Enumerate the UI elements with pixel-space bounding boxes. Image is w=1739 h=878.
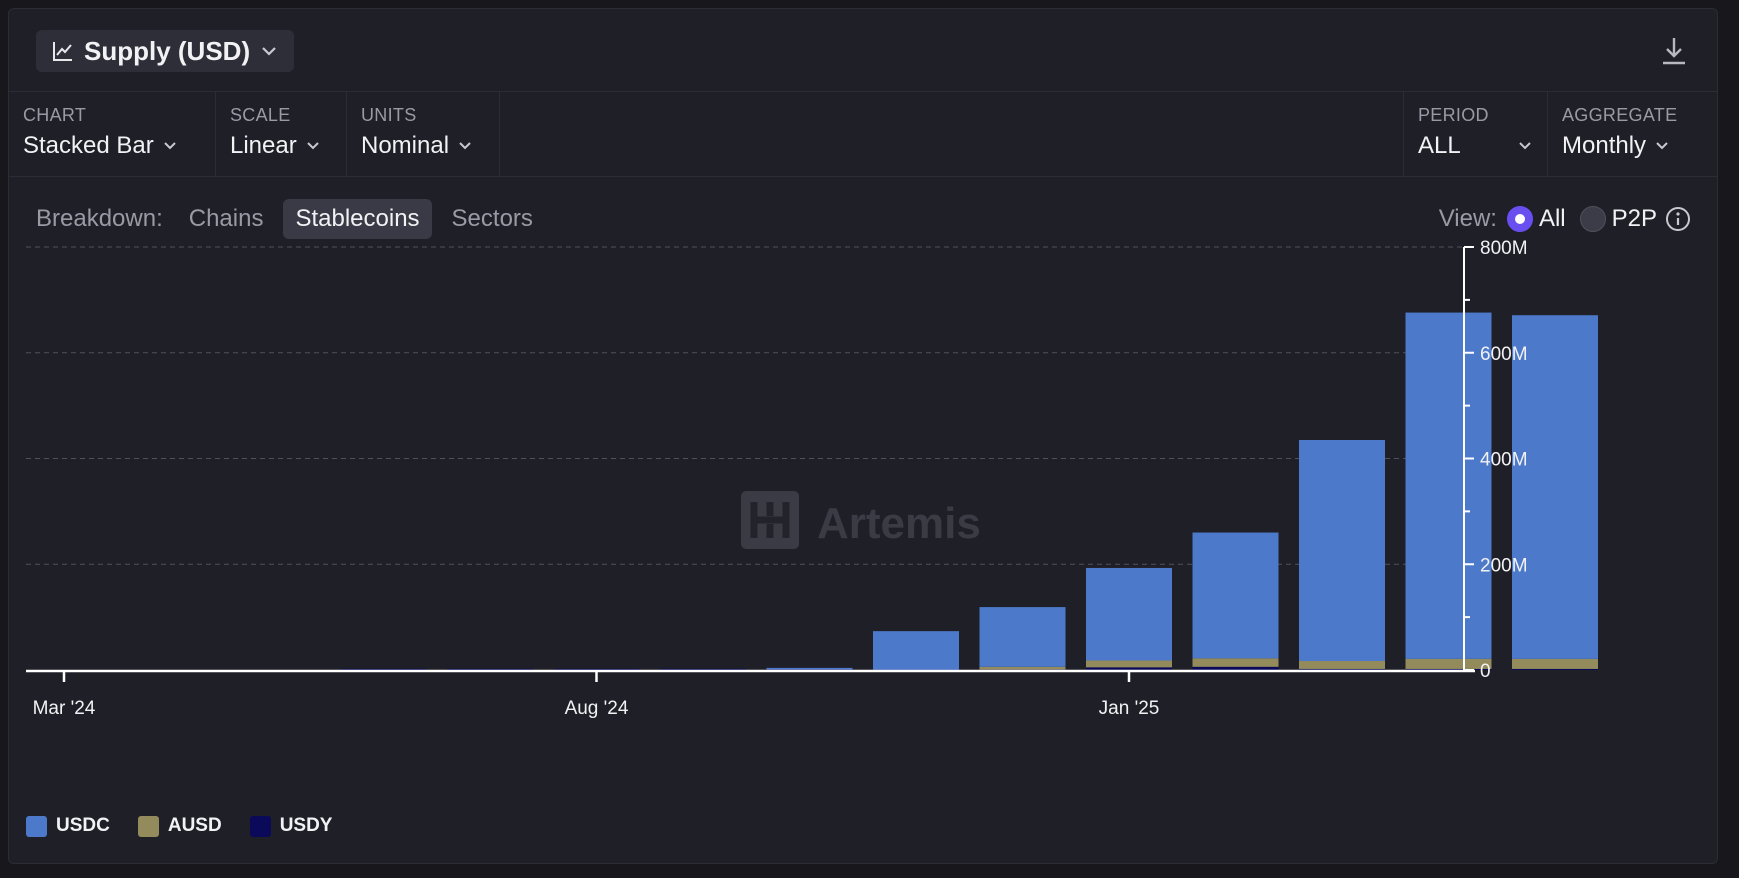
view-all-label[interactable]: All [1538,205,1566,232]
chevron-down-icon [262,47,276,56]
metric-title: Supply (USD) [84,35,251,66]
period-value: ALL [1418,132,1461,159]
bar-usdy [660,668,746,670]
chart-panel: Supply (USD) CHART Stacked Bar SCALE Lin… [8,8,1718,864]
bar-usdy [553,668,640,670]
bar-usdy [1512,668,1598,670]
legend-label: AUSD [167,815,222,836]
period-label: PERIOD [1418,105,1489,125]
artemis-logo-mark [750,502,790,538]
x-tick-label: Aug '24 [565,698,629,719]
watermark: Artemis [741,491,981,549]
axes: 0 200M 400M 600M 800M Mar '24 Aug '24 Jan '25 [26,238,1528,719]
chevron-down-icon [1519,142,1531,150]
x-tick-label: Jan '25 [1099,698,1160,719]
chevron-down-icon [1656,142,1668,150]
scale-label: SCALE [230,105,291,125]
legend-item-usdy[interactable]: USDY [249,815,333,837]
bar-ausd [1086,660,1172,668]
tab-sectors[interactable]: Sectors [451,205,533,232]
legend: USDC AUSD USDY [26,815,332,837]
chart-controls: CHART Stacked Bar SCALE Linear UNITS Nom… [9,92,1717,177]
info-icon[interactable] [1665,206,1691,232]
bar-usdy [1086,667,1172,670]
tab-stablecoins[interactable]: Stablecoins [283,199,432,239]
tab-chains[interactable]: Chains [188,205,264,232]
chevron-down-icon [307,142,319,150]
units-label: UNITS [361,105,417,125]
breakdown-label: Breakdown: [36,205,163,232]
watermark-text: Artemis [817,499,981,548]
chart-type-value: Stacked Bar [23,132,154,159]
metric-selector[interactable]: Supply (USD) [36,30,295,72]
aggregate-label: AGGREGATE [1562,105,1678,125]
bar-ausd [979,666,1066,670]
bar-usdy [1192,666,1279,670]
x-tick-label: Mar '24 [33,698,96,719]
bar-ausd [1405,658,1492,669]
bar-usdy [340,668,427,670]
scale-select[interactable]: SCALE Linear [216,92,347,176]
bar-usdc [1086,567,1172,661]
aggregate-select[interactable]: AGGREGATE Monthly [1547,92,1717,176]
view-p2p-radio[interactable] [1579,206,1606,232]
period-select[interactable]: PERIOD ALL [1403,92,1547,176]
bar-ausd [1192,658,1279,667]
bar-usdc [1405,312,1492,659]
stacked-bar-chart: Artemis 0 200M 400M 600M 800M Mar '24 Aug '24 J… [26,238,1598,719]
legend-swatch [26,815,47,837]
breakdown-tabs: Breakdown: Chains Stablecoins Sectors [36,197,545,241]
view-p2p-label[interactable]: P2P [1611,205,1657,232]
legend-swatch [249,815,271,837]
bar-usdy [447,668,533,670]
bar-usdy [1299,668,1385,670]
bar-ausd [1299,661,1385,669]
y-tick-label: 0 [1480,661,1491,682]
bar-usdc [1299,439,1385,662]
bar-usdc [766,667,853,670]
view-label: View: [1438,205,1497,232]
y-tick-label: 800M [1480,238,1528,259]
y-tick-label: 600M [1480,344,1528,365]
legend-label: USDC [56,815,110,836]
aggregate-value: Monthly [1562,132,1647,159]
chart-type-label: CHART [23,105,87,125]
legend-swatch [137,815,159,837]
bar-ausd [1512,658,1598,669]
chart-header: Supply (USD) [9,9,1717,92]
view-all-radio[interactable] [1506,206,1533,232]
chevron-down-icon [459,142,471,150]
chart-type-select[interactable]: CHART Stacked Bar [9,92,216,176]
legend-item-usdc[interactable]: USDC [26,815,110,837]
download-icon[interactable] [1659,35,1689,67]
legend-item-ausd[interactable]: AUSD [137,815,222,837]
bar-usdc [873,631,959,670]
units-select[interactable]: UNITS Nominal [347,92,500,176]
bar-usdy [1405,668,1492,670]
bars [340,312,1598,670]
bar-usdc [979,607,1066,667]
bar-usdc [1192,532,1279,659]
bar-usdc [1512,315,1598,659]
view-toggle: View: All P2P [1439,199,1691,239]
line-chart-icon [53,42,72,61]
y-tick-label: 200M [1480,555,1528,576]
legend-label: USDY [279,815,333,836]
y-tick-label: 400M [1480,450,1528,471]
scale-value: Linear [230,132,297,159]
chevron-down-icon [164,142,176,150]
units-value: Nominal [361,132,450,159]
